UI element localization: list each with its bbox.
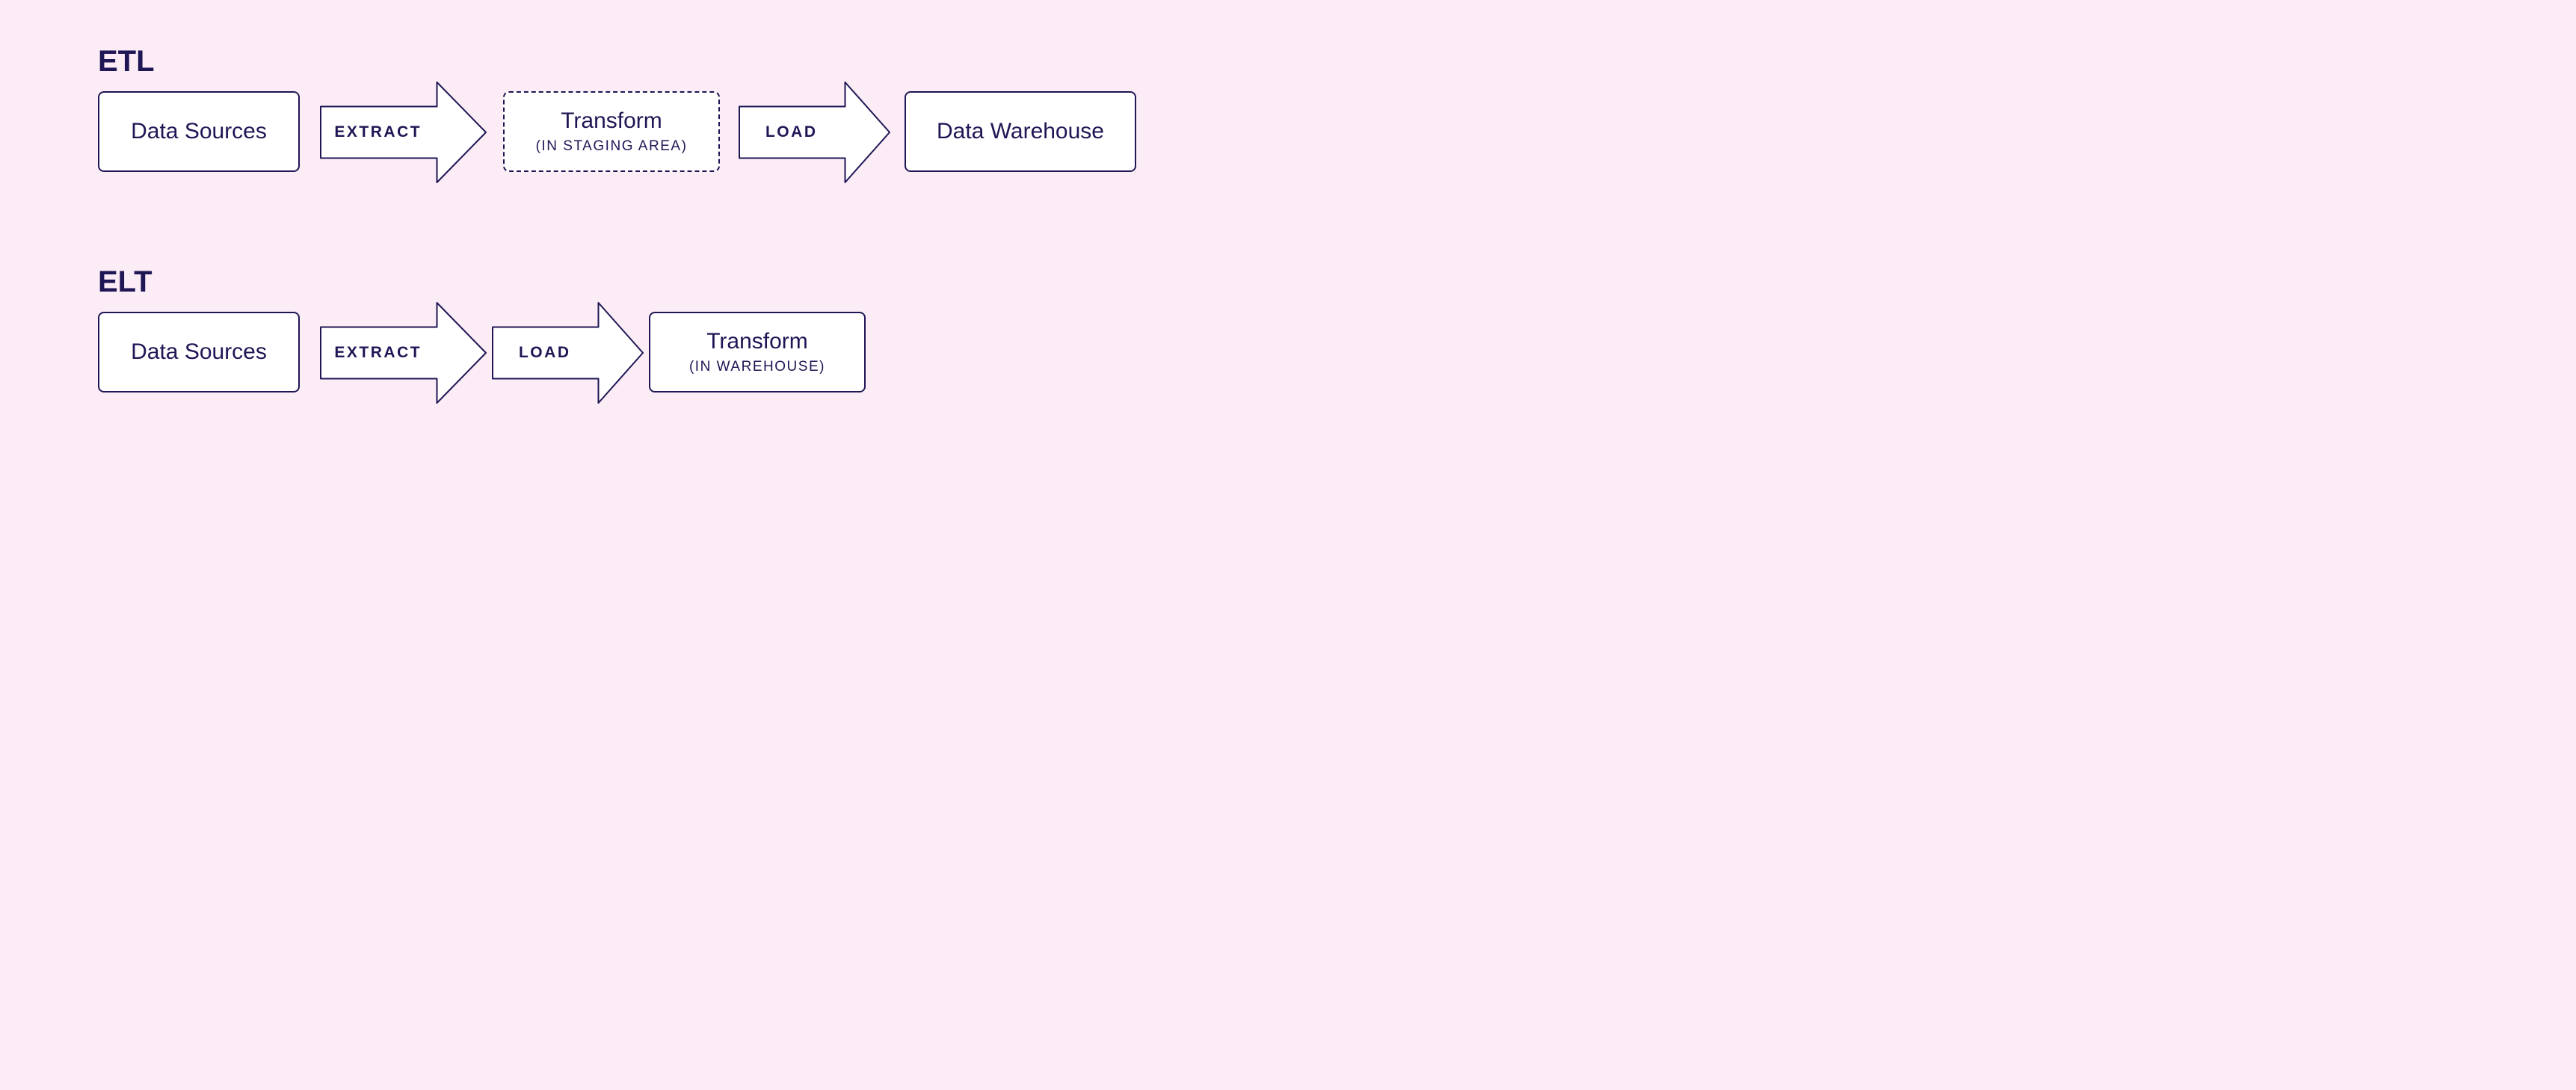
etl-xform-label: Transform xyxy=(561,108,662,135)
etl-elt-diagram: ETL Data Sources EXTRACT Transform (IN STAG… xyxy=(0,0,1288,545)
elt-a1: EXTRACT xyxy=(319,301,487,404)
elt-xform-sublabel: (IN WAREHOUSE) xyxy=(689,359,825,375)
etl-a2-label: LOAD xyxy=(738,123,845,141)
etl-a2: LOAD xyxy=(738,81,891,184)
etl-xform: Transform (IN STAGING AREA) xyxy=(503,91,720,172)
etl-src: Data Sources xyxy=(98,91,300,172)
elt-title: ELT xyxy=(98,265,152,299)
elt-a2-label: LOAD xyxy=(491,344,599,362)
elt-src: Data Sources xyxy=(98,312,300,392)
etl-title: ETL xyxy=(98,45,155,78)
etl-dw: Data Warehouse xyxy=(905,91,1136,172)
elt-src-label: Data Sources xyxy=(131,339,267,366)
elt-xform-label: Transform xyxy=(706,329,808,355)
etl-a1: EXTRACT xyxy=(319,81,487,184)
etl-dw-label: Data Warehouse xyxy=(937,119,1104,145)
elt-a2: LOAD xyxy=(491,301,644,404)
elt-a1-label: EXTRACT xyxy=(319,344,437,362)
etl-a1-label: EXTRACT xyxy=(319,123,437,141)
etl-src-label: Data Sources xyxy=(131,119,267,145)
elt-xform: Transform (IN WAREHOUSE) xyxy=(649,312,866,392)
etl-xform-sublabel: (IN STAGING AREA) xyxy=(536,138,688,155)
